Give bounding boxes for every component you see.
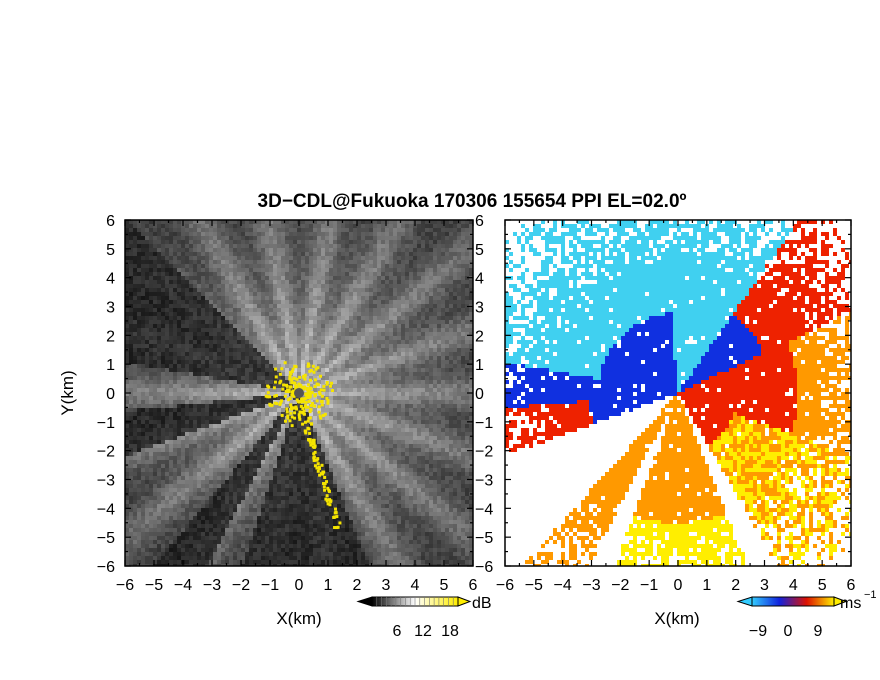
x-tick-label: −4	[554, 577, 572, 594]
y-axis-label: Y(km)	[58, 370, 77, 415]
x-axis-label-left: X(km)	[276, 609, 321, 628]
reflectivity-plot-area	[125, 220, 473, 566]
colorbar-tick-label: 18	[441, 623, 459, 640]
x-tick-label: 2	[731, 577, 740, 594]
y-tick-label-right: −4	[475, 501, 493, 518]
x-tick-label: 4	[789, 577, 798, 594]
x-tick-label: 3	[760, 577, 769, 594]
y-tick-label: −1	[97, 415, 115, 432]
y-tick-label-right: 4	[475, 271, 484, 288]
colorbar-tick-label: 12	[414, 623, 432, 640]
x-tick-label: −6	[496, 577, 514, 594]
y-tick-label-right: −3	[475, 473, 493, 490]
x-tick-label: −1	[640, 577, 658, 594]
y-tick-label-right: −5	[475, 530, 493, 547]
y-tick-label-right: 2	[475, 328, 484, 345]
y-tick-label: −3	[97, 473, 115, 490]
x-tick-label: −4	[174, 577, 192, 594]
x-tick-label: 6	[847, 577, 856, 594]
x-tick-label: −3	[582, 577, 600, 594]
x-tick-label: −5	[145, 577, 163, 594]
x-tick-label: 6	[469, 577, 478, 594]
x-tick-label: 3	[382, 577, 391, 594]
y-tick-label-right: −6	[475, 559, 493, 576]
y-tick-label: −5	[97, 530, 115, 547]
y-tick-label: −2	[97, 444, 115, 461]
y-tick-label: 6	[106, 213, 115, 230]
colorbar-unit-exponent: −1	[864, 589, 877, 601]
x-tick-label: 4	[411, 577, 420, 594]
y-tick-label-right: 6	[475, 213, 484, 230]
y-tick-label: 1	[106, 357, 115, 374]
x-tick-label: 1	[702, 577, 711, 594]
y-tick-label-right: 3	[475, 300, 484, 317]
y-tick-label-right: −2	[475, 444, 493, 461]
y-tick-label: 4	[106, 271, 115, 288]
y-tick-label: −6	[97, 559, 115, 576]
x-tick-label: 2	[353, 577, 362, 594]
x-axis-label-right: X(km)	[654, 609, 699, 628]
x-tick-label: 1	[324, 577, 333, 594]
x-tick-label: −2	[611, 577, 629, 594]
colorbar-tick-label: 9	[814, 623, 823, 640]
y-tick-label-right: 5	[475, 242, 484, 259]
reflectivity-axes: −6 −5 −4 −3 −2 −1 0 1 2 3 4 5 66 65 54 43 32 21 10 0−1 −1−2−…	[97, 213, 494, 594]
x-tick-label: 0	[674, 577, 683, 594]
colorbar-unit: dB	[472, 595, 492, 612]
reflectivity-panel: −6 −5 −4 −3 −2 −1 0 1 2 3 4 5 66 65 54 43 32 21 10 0−1 −1−2−…	[58, 213, 493, 640]
velocity-colorbar: ms −1 −9 0 9	[736, 589, 877, 640]
colorbar-tick-label: −9	[749, 623, 767, 640]
colorbar-unit: ms	[840, 595, 861, 612]
x-tick-label: −3	[203, 577, 221, 594]
chart-title: 3D−CDL@Fukuoka 170306 155654 PPI EL=02.0…	[258, 191, 687, 212]
y-tick-label-right: 1	[475, 357, 484, 374]
colorbar-tick-label: 0	[784, 623, 793, 640]
x-tick-label: 5	[440, 577, 449, 594]
reflectivity-colorbar: dB 6 12 18	[356, 595, 492, 640]
y-tick-label: 5	[106, 242, 115, 259]
y-tick-label: −4	[97, 501, 115, 518]
y-tick-label: 0	[106, 386, 115, 403]
y-tick-label: 3	[106, 300, 115, 317]
velocity-axes: −6 −5 −4 −3 −2 −1 0 1 2 3 4 5 6	[496, 219, 856, 594]
x-tick-label: 0	[295, 577, 304, 594]
y-tick-label: 2	[106, 328, 115, 345]
y-tick-label-right: −1	[475, 415, 493, 432]
x-tick-label: −5	[525, 577, 543, 594]
x-tick-label: 5	[818, 577, 827, 594]
velocity-plot-area	[505, 220, 851, 566]
velocity-panel: −6 −5 −4 −3 −2 −1 0 1 2 3 4 5 6 X(km) ms −1−9 0 9	[496, 219, 877, 640]
x-tick-label: −2	[232, 577, 250, 594]
x-tick-label: −6	[116, 577, 134, 594]
x-tick-label: −1	[261, 577, 279, 594]
y-tick-label-right: 0	[475, 386, 484, 403]
colorbar-tick-label: 6	[393, 623, 402, 640]
